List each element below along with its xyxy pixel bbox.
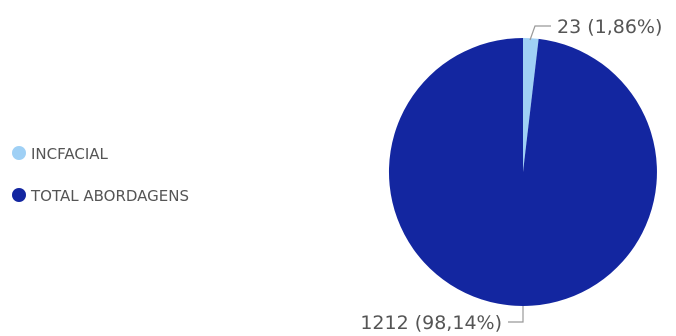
data-label-total-abordagens: 1212 (98,14%) [360,312,502,334]
legend-item-incfacial[interactable]: INCFACIAL [12,145,109,163]
pie-slices [388,38,657,306]
legend: INCFACIAL TOTAL ABORDAGENS [12,145,189,205]
legend-item-total-abordagens[interactable]: TOTAL ABORDAGENS [12,187,189,205]
legend-swatch-total-abordagens [12,188,26,202]
leader-line-total-abordagens [508,306,524,323]
pie-slice-total-abordagens[interactable] [388,38,657,306]
data-label-incfacial: 23 (1,86%) [557,16,662,38]
legend-label-total-abordagens: TOTAL ABORDAGENS [30,187,189,205]
leader-line-incfacial [529,25,551,41]
legend-label-incfacial: INCFACIAL [31,145,109,163]
legend-swatch-incfacial [12,146,26,160]
pie-slice-incfacial[interactable] [523,38,539,172]
